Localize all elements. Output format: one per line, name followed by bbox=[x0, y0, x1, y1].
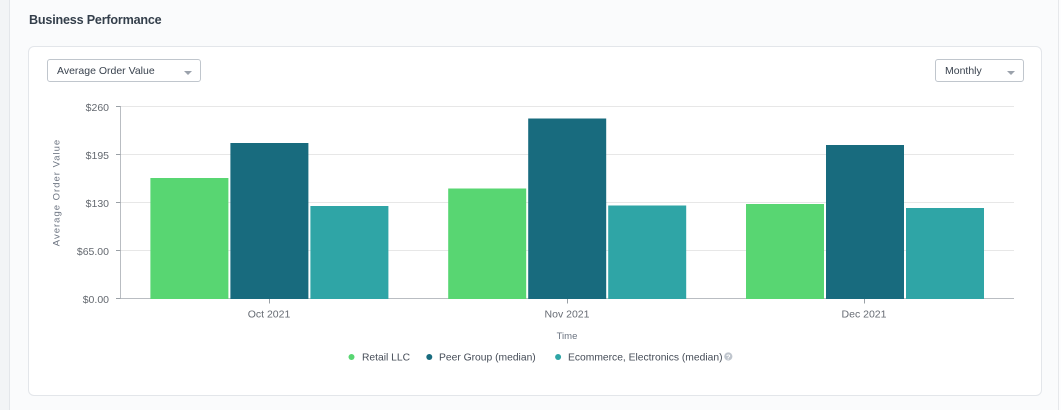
svg-text:Oct 2021: Oct 2021 bbox=[248, 309, 291, 321]
svg-text:Peer Group (median): Peer Group (median) bbox=[439, 353, 536, 364]
svg-text:Dec 2021: Dec 2021 bbox=[842, 309, 887, 321]
svg-text:$65.00: $65.00 bbox=[77, 246, 109, 258]
svg-text:Nov 2021: Nov 2021 bbox=[545, 309, 590, 321]
svg-text:$0.00: $0.00 bbox=[83, 294, 109, 306]
svg-text:?: ? bbox=[726, 353, 731, 362]
svg-text:Average Order Value: Average Order Value bbox=[52, 139, 63, 246]
svg-text:Ecommerce, Electronics (median: Ecommerce, Electronics (median) bbox=[568, 353, 723, 364]
svg-text:$195: $195 bbox=[86, 150, 110, 162]
svg-text:Time: Time bbox=[557, 331, 578, 342]
svg-text:$130: $130 bbox=[86, 198, 110, 210]
svg-text:$260: $260 bbox=[86, 102, 110, 114]
svg-text:Retail LLC: Retail LLC bbox=[362, 353, 411, 364]
